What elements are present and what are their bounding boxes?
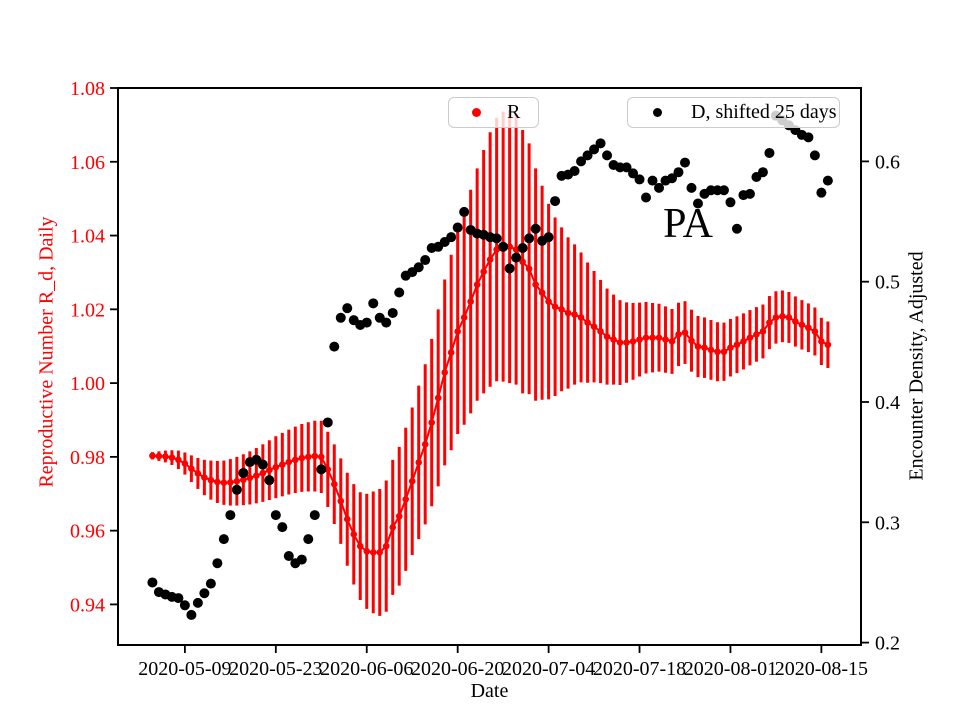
y-axis-label-right: Encounter Density, Adjusted <box>905 251 928 481</box>
y-tick-label-left: 1.00 <box>70 373 105 395</box>
y-tick-label-right: 0.5 <box>875 272 900 294</box>
x-tick-label: 2020-06-06 <box>320 658 413 680</box>
tick-marks <box>110 87 869 653</box>
x-tick-label: 2020-06-20 <box>411 658 504 680</box>
d-markers <box>147 110 833 620</box>
y-tick-label-left: 0.96 <box>70 521 105 543</box>
y-axis-label-left: Reproductive Number R_d, Daily <box>35 216 58 488</box>
x-tick-label: 2020-07-04 <box>502 658 595 680</box>
x-tick-label: 2020-08-01 <box>684 658 777 680</box>
y-tick-label-left: 1.06 <box>70 152 105 174</box>
y-tick-label-right: 0.4 <box>875 392 900 414</box>
y-tick-label-right: 0.2 <box>875 633 900 655</box>
axes-frame <box>117 87 862 646</box>
legend-d: D, shifted 25 days <box>627 97 840 128</box>
legend-r-label: R <box>507 101 521 123</box>
x-axis-label: Date <box>470 680 509 702</box>
tick-labels: 1.08 1.06 1.04 1.02 1.00 0.98 0.96 0.94 0.6 0.5 0.… <box>70 78 900 680</box>
legend-d-marker-icon <box>653 108 662 117</box>
y-tick-label-left: 0.98 <box>70 447 105 469</box>
legend-r: R <box>448 97 539 128</box>
y-tick-label-left: 0.94 <box>70 594 105 616</box>
legend-d-label: D, shifted 25 days <box>691 101 837 123</box>
y-tick-label-left: 1.02 <box>70 299 105 321</box>
annotation-pa: PA <box>663 201 713 247</box>
y-tick-label-right: 0.3 <box>875 512 900 534</box>
x-tick-label: 2020-08-15 <box>775 658 868 680</box>
y-tick-label-left: 1.04 <box>70 226 105 248</box>
y-tick-label-right: 0.6 <box>875 151 900 173</box>
x-tick-label: 2020-05-09 <box>138 658 231 680</box>
x-tick-label: 2020-07-18 <box>593 658 686 680</box>
y-tick-label-left: 1.08 <box>70 78 105 100</box>
x-tick-label: 2020-05-23 <box>229 658 322 680</box>
legend-r-marker-icon <box>472 108 481 117</box>
